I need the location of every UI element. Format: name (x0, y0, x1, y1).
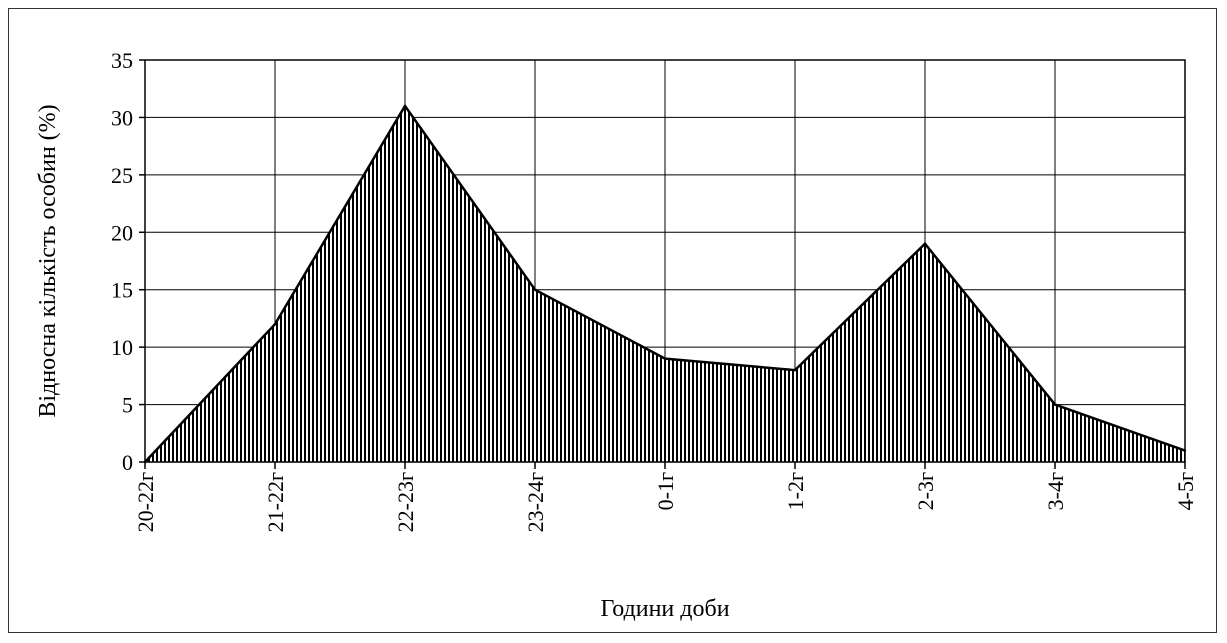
x-tick-label-2: 22-23г (393, 472, 418, 532)
data-point-4 (663, 357, 667, 360)
x-tick-label-4: 0-1г (653, 472, 678, 510)
x-tick-label-5: 1-2г (783, 472, 808, 510)
data-point-6 (923, 242, 927, 245)
y-axis-title: Відносна кількість особин (%) (35, 104, 61, 417)
chart-frame (8, 8, 1217, 633)
x-tick-label-6: 2-3г (913, 472, 938, 510)
x-tick-label-8: 4-5г (1173, 472, 1198, 510)
data-point-7 (1053, 403, 1057, 406)
y-tick-labels: 0 5 10 15 20 25 30 35 (111, 48, 133, 475)
data-point-1 (273, 322, 277, 326)
x-tick-label-3: 23-24г (523, 472, 548, 532)
y-tick-label-0: 0 (122, 450, 133, 475)
data-point-5 (793, 368, 797, 372)
y-tick-label-30: 30 (111, 105, 133, 130)
x-tick-label-1: 21-22г (263, 472, 288, 532)
y-tick-label-35: 35 (111, 48, 133, 73)
y-tick-label-10: 10 (111, 335, 133, 360)
data-point-3 (533, 288, 537, 291)
y-tick-label-15: 15 (111, 278, 133, 303)
x-tick-labels: 20-22г 21-22г 22-23г 23-24г 0-1г 1-2г 2-3г 3-4г… (133, 472, 1198, 532)
y-tick-label-20: 20 (111, 220, 133, 245)
x-tick-label-7: 3-4г (1043, 472, 1068, 510)
data-point-2 (403, 104, 407, 108)
x-axis-title: Години доби (600, 596, 729, 622)
axes (139, 59, 1186, 469)
y-tick-label-25: 25 (111, 163, 133, 188)
x-tick-label-0: 20-22г (133, 472, 158, 532)
area-fill (145, 105, 1185, 462)
y-tick-label-5: 5 (122, 393, 133, 418)
